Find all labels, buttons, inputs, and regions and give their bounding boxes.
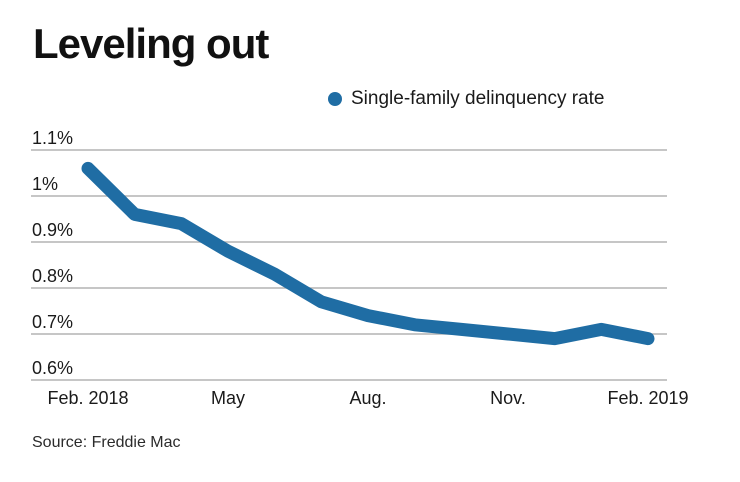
y-tick-label: 0.6% — [32, 358, 74, 378]
y-tick-label: 1% — [32, 174, 59, 194]
gridlines — [31, 149, 667, 381]
y-tick-label: 0.9% — [32, 220, 74, 240]
y-tick-label: 0.7% — [32, 312, 74, 332]
legend-dot-icon — [328, 92, 342, 106]
x-tick-label: May — [210, 388, 246, 408]
series-line — [81, 161, 655, 346]
x-tick-label: Feb. 2018 — [47, 388, 129, 408]
legend-label: Single-family delinquency rate — [351, 88, 605, 109]
legend: Single-family delinquency rate — [328, 88, 604, 110]
y-tick-label: 0.8% — [32, 266, 74, 286]
x-tick-label: Nov. — [490, 388, 526, 408]
x-tick-label: Aug. — [349, 388, 387, 408]
y-tick-label: 1.1% — [32, 128, 74, 148]
chart-title: Leveling out — [33, 20, 269, 67]
source-note: Source: Freddie Mac — [32, 434, 181, 451]
x-tick-label: Feb. 2019 — [607, 388, 689, 408]
